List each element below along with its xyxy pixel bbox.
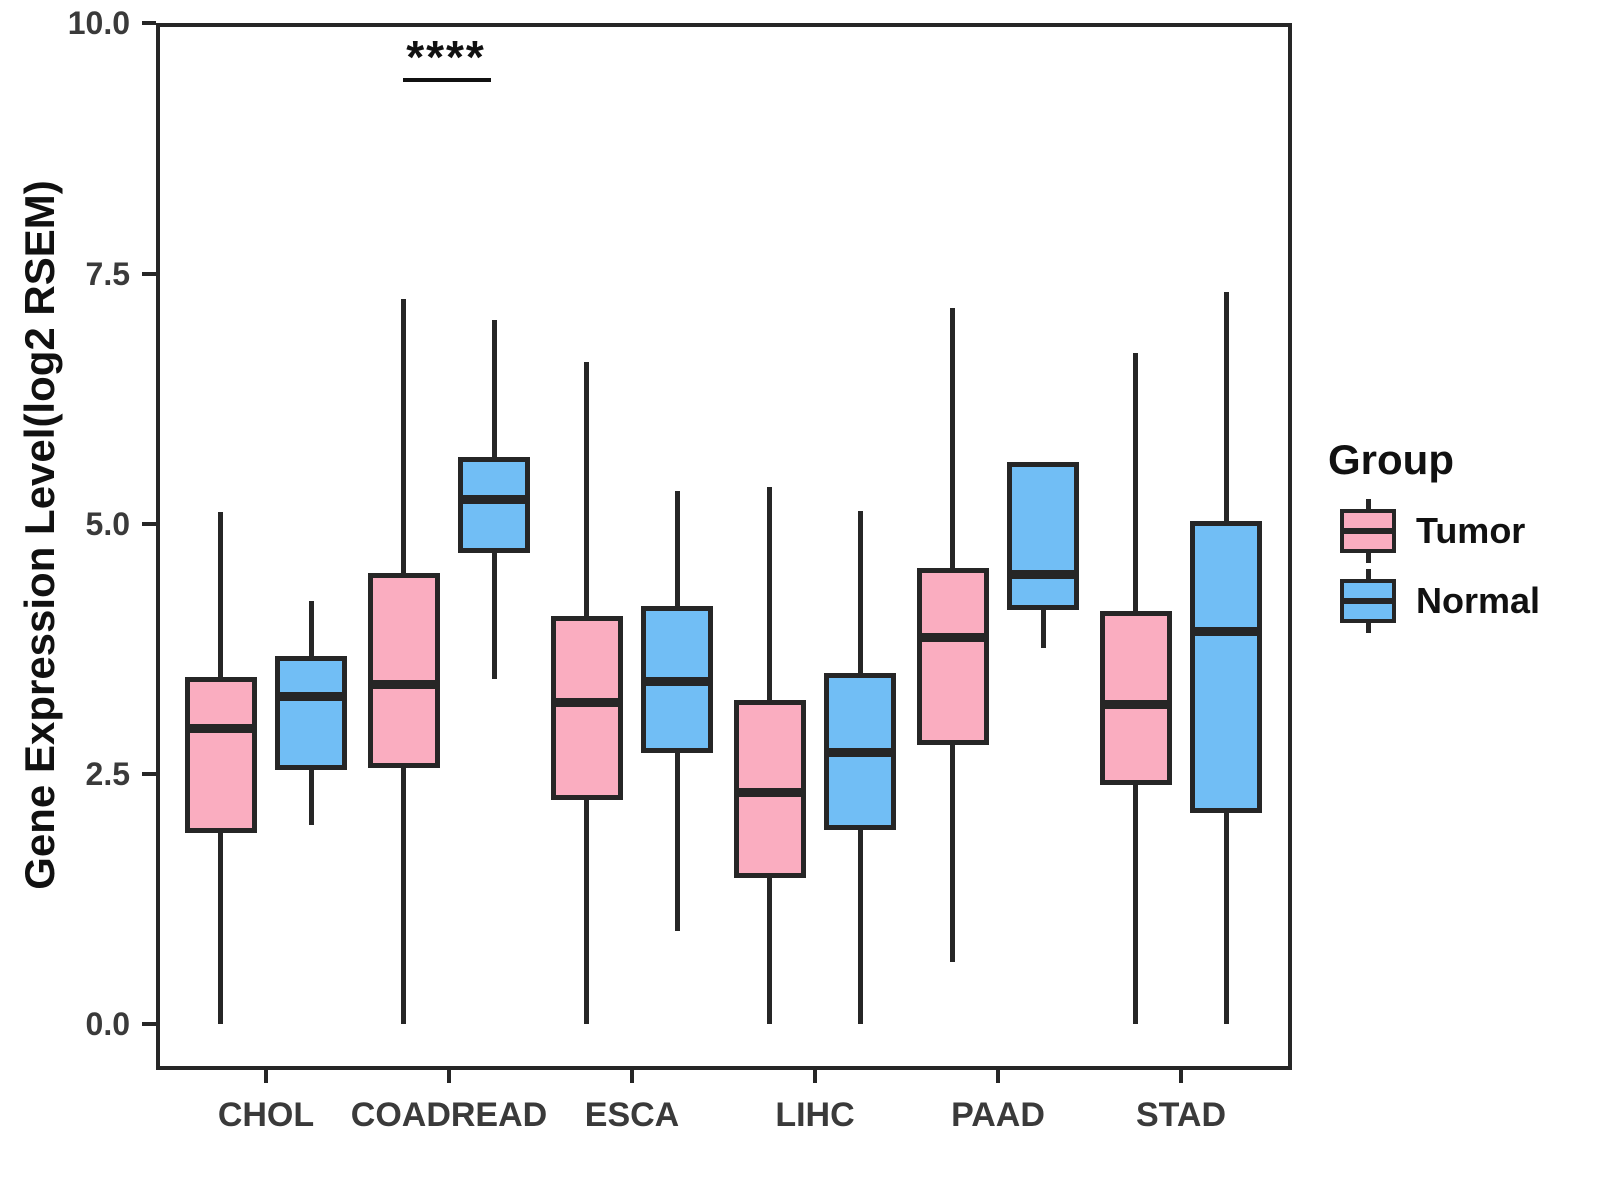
upper-whisker-normal-COADREAD	[491, 319, 497, 457]
x-axis-category-label: ESCA	[584, 1096, 680, 1134]
x-axis-tick	[813, 1070, 817, 1083]
legend-item-label: Normal	[1416, 580, 1541, 621]
y-axis-tick	[142, 772, 156, 777]
lower-whisker-tumor-ESCA	[584, 800, 590, 1025]
x-axis-category-label: CHOL	[217, 1096, 315, 1134]
median-tumor-LIHC	[736, 787, 803, 797]
lower-whisker-normal-STAD	[1223, 813, 1229, 1025]
box-tumor-PAAD	[916, 567, 989, 746]
lower-whisker-normal-LIHC	[857, 830, 863, 1025]
legend-title: Group	[1328, 436, 1454, 483]
key-median	[1344, 598, 1392, 604]
y-axis-tick	[142, 1022, 156, 1027]
box-normal-PAAD	[1007, 461, 1080, 610]
x-axis-category-label: COADREAD	[350, 1096, 548, 1134]
y-axis-tick	[142, 271, 156, 276]
x-axis-tick	[447, 1070, 451, 1083]
upper-whisker-normal-STAD	[1223, 291, 1229, 521]
boxplot-key-icon	[1340, 569, 1396, 633]
y-axis-tick-label: 10.0	[67, 5, 130, 42]
median-tumor-ESCA	[553, 697, 620, 707]
legend-item-normal: Normal	[1340, 568, 1540, 634]
y-axis-tick-label: 2.5	[85, 756, 130, 793]
upper-whisker-tumor-STAD	[1133, 352, 1139, 611]
box-normal-COADREAD	[458, 456, 531, 553]
lower-whisker-normal-ESCA	[674, 753, 680, 932]
x-axis-category-label: LIHC	[775, 1096, 855, 1134]
x-axis-tick	[1179, 1070, 1183, 1083]
lower-whisker-tumor-PAAD	[950, 745, 956, 963]
upper-whisker-tumor-CHOL	[218, 511, 224, 677]
median-tumor-STAD	[1102, 699, 1169, 709]
box-tumor-COADREAD	[367, 572, 440, 769]
lower-whisker-tumor-STAD	[1133, 785, 1139, 1025]
significance-stars: ****	[406, 31, 486, 84]
upper-whisker-tumor-LIHC	[767, 486, 773, 700]
x-axis-category-label: STAD	[1135, 1096, 1227, 1134]
boxplot-key-icon	[1340, 499, 1396, 563]
upper-whisker-normal-CHOL	[308, 600, 314, 656]
median-normal-PAAD	[1010, 570, 1077, 580]
plot-panel	[156, 23, 1292, 1070]
box-tumor-CHOL	[184, 676, 257, 834]
lower-whisker-normal-CHOL	[308, 770, 314, 826]
key-median	[1344, 528, 1392, 534]
median-tumor-PAAD	[919, 633, 986, 643]
median-normal-STAD	[1193, 627, 1260, 637]
lower-whisker-normal-PAAD	[1040, 609, 1046, 648]
y-axis-tick-label: 5.0	[85, 505, 130, 542]
y-axis-tick	[142, 21, 156, 26]
x-axis-tick	[996, 1070, 1000, 1083]
significance-bracket-line	[403, 78, 491, 83]
legend-item-label: Tumor	[1416, 510, 1526, 551]
upper-whisker-normal-LIHC	[857, 510, 863, 673]
lower-whisker-tumor-CHOL	[218, 833, 224, 1025]
y-axis-tick	[142, 521, 156, 526]
box-tumor-STAD	[1099, 610, 1172, 786]
median-normal-LIHC	[827, 747, 894, 757]
upper-whisker-tumor-ESCA	[584, 361, 590, 616]
box-tumor-ESCA	[550, 615, 623, 801]
upper-whisker-tumor-PAAD	[950, 307, 956, 568]
box-normal-STAD	[1190, 520, 1263, 814]
upper-whisker-normal-ESCA	[674, 490, 680, 606]
x-axis-tick	[630, 1070, 634, 1083]
median-tumor-CHOL	[187, 723, 254, 733]
median-normal-COADREAD	[461, 495, 528, 505]
x-axis-category-label: PAAD	[951, 1096, 1045, 1134]
legend-item-tumor: Tumor	[1340, 498, 1525, 564]
y-axis-tick-label: 0.0	[85, 1006, 130, 1043]
x-axis-tick	[264, 1070, 268, 1083]
lower-whisker-tumor-LIHC	[767, 878, 773, 1025]
y-axis-tick-label: 7.5	[85, 255, 130, 292]
median-normal-CHOL	[278, 691, 345, 701]
upper-whisker-tumor-COADREAD	[401, 298, 407, 573]
lower-whisker-normal-COADREAD	[491, 552, 497, 679]
median-tumor-COADREAD	[370, 680, 437, 690]
box-normal-CHOL	[275, 655, 348, 771]
median-normal-ESCA	[644, 677, 711, 687]
lower-whisker-tumor-COADREAD	[401, 768, 407, 1025]
